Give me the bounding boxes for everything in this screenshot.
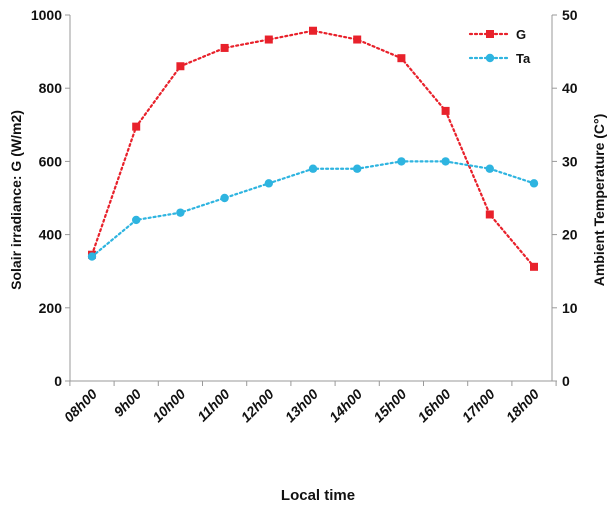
data-point-G <box>397 54 406 63</box>
x-tick-label: 08h00 <box>61 386 101 426</box>
x-tick-label: 15h00 <box>370 386 410 426</box>
series-layer <box>87 26 539 271</box>
data-point-Ta <box>264 179 273 188</box>
data-point-Ta <box>529 179 539 188</box>
y-right-tick-label: 50 <box>562 7 578 23</box>
x-tick-label: 17h00 <box>459 386 499 426</box>
y-left-tick-label: 0 <box>54 373 62 389</box>
data-point-Ta <box>397 157 406 166</box>
y-axis-left-title: Solair irradiance: G (W/m2) <box>8 110 24 290</box>
data-point-Ta <box>308 164 318 173</box>
x-tick-label: 9h00 <box>110 386 144 420</box>
y-right-tick-label: 30 <box>562 153 578 169</box>
legend-marker-Ta <box>485 53 495 63</box>
legend: G Ta <box>468 27 531 66</box>
x-tick-label: 12h00 <box>238 386 278 426</box>
data-point-G <box>441 106 450 115</box>
y-axis-right-title: Ambient Temperature (C°) <box>591 114 607 287</box>
y-right-tick-label: 10 <box>562 300 578 316</box>
y-right-tick-label: 0 <box>562 373 570 389</box>
data-point-Ta <box>132 215 141 225</box>
y-left-tick-label: 200 <box>39 300 63 316</box>
data-point-G <box>353 35 362 44</box>
x-tick-label: 10h00 <box>149 386 189 426</box>
x-tick-label: 14h00 <box>326 386 366 426</box>
y-right-tick-label: 20 <box>562 227 578 243</box>
data-point-Ta <box>176 208 185 217</box>
y-left-tick-label: 600 <box>39 153 63 169</box>
series-line-G <box>90 29 536 268</box>
y-left-tick-label: 800 <box>39 80 63 96</box>
data-point-G <box>309 26 317 35</box>
data-point-G <box>132 122 141 131</box>
x-tick-label: 11h00 <box>194 386 233 425</box>
data-point-Ta <box>485 164 494 173</box>
data-point-Ta <box>220 193 229 203</box>
data-point-G <box>176 62 185 71</box>
data-point-Ta <box>441 157 450 166</box>
data-point-G <box>530 262 538 271</box>
axes: 0 200 400 600 800 1000 0 10 20 30 40 50 08h00 9h00 10h… <box>31 7 578 425</box>
data-point-G <box>264 35 273 44</box>
data-point-G <box>485 210 494 219</box>
y-left-tick-label: 1000 <box>31 7 62 23</box>
y-left-tick-label: 400 <box>39 227 63 243</box>
legend-label-G: G <box>516 27 526 42</box>
y-right-tick-label: 40 <box>562 80 578 96</box>
x-tick-label: 16h00 <box>414 386 454 426</box>
legend-label-Ta: Ta <box>516 51 531 66</box>
series-Ta <box>87 157 539 261</box>
legend-item-G: G <box>468 27 526 42</box>
data-point-G <box>220 43 229 52</box>
x-axis-title: Local time <box>281 487 355 504</box>
x-tick-label: 18h00 <box>503 386 543 426</box>
legend-item-Ta: Ta <box>468 51 531 66</box>
data-point-Ta <box>87 252 97 261</box>
series-line-Ta <box>90 160 536 258</box>
data-point-Ta <box>353 164 362 173</box>
x-tick-label: 13h00 <box>282 386 322 426</box>
legend-marker-G <box>486 30 494 38</box>
series-G <box>88 26 538 271</box>
